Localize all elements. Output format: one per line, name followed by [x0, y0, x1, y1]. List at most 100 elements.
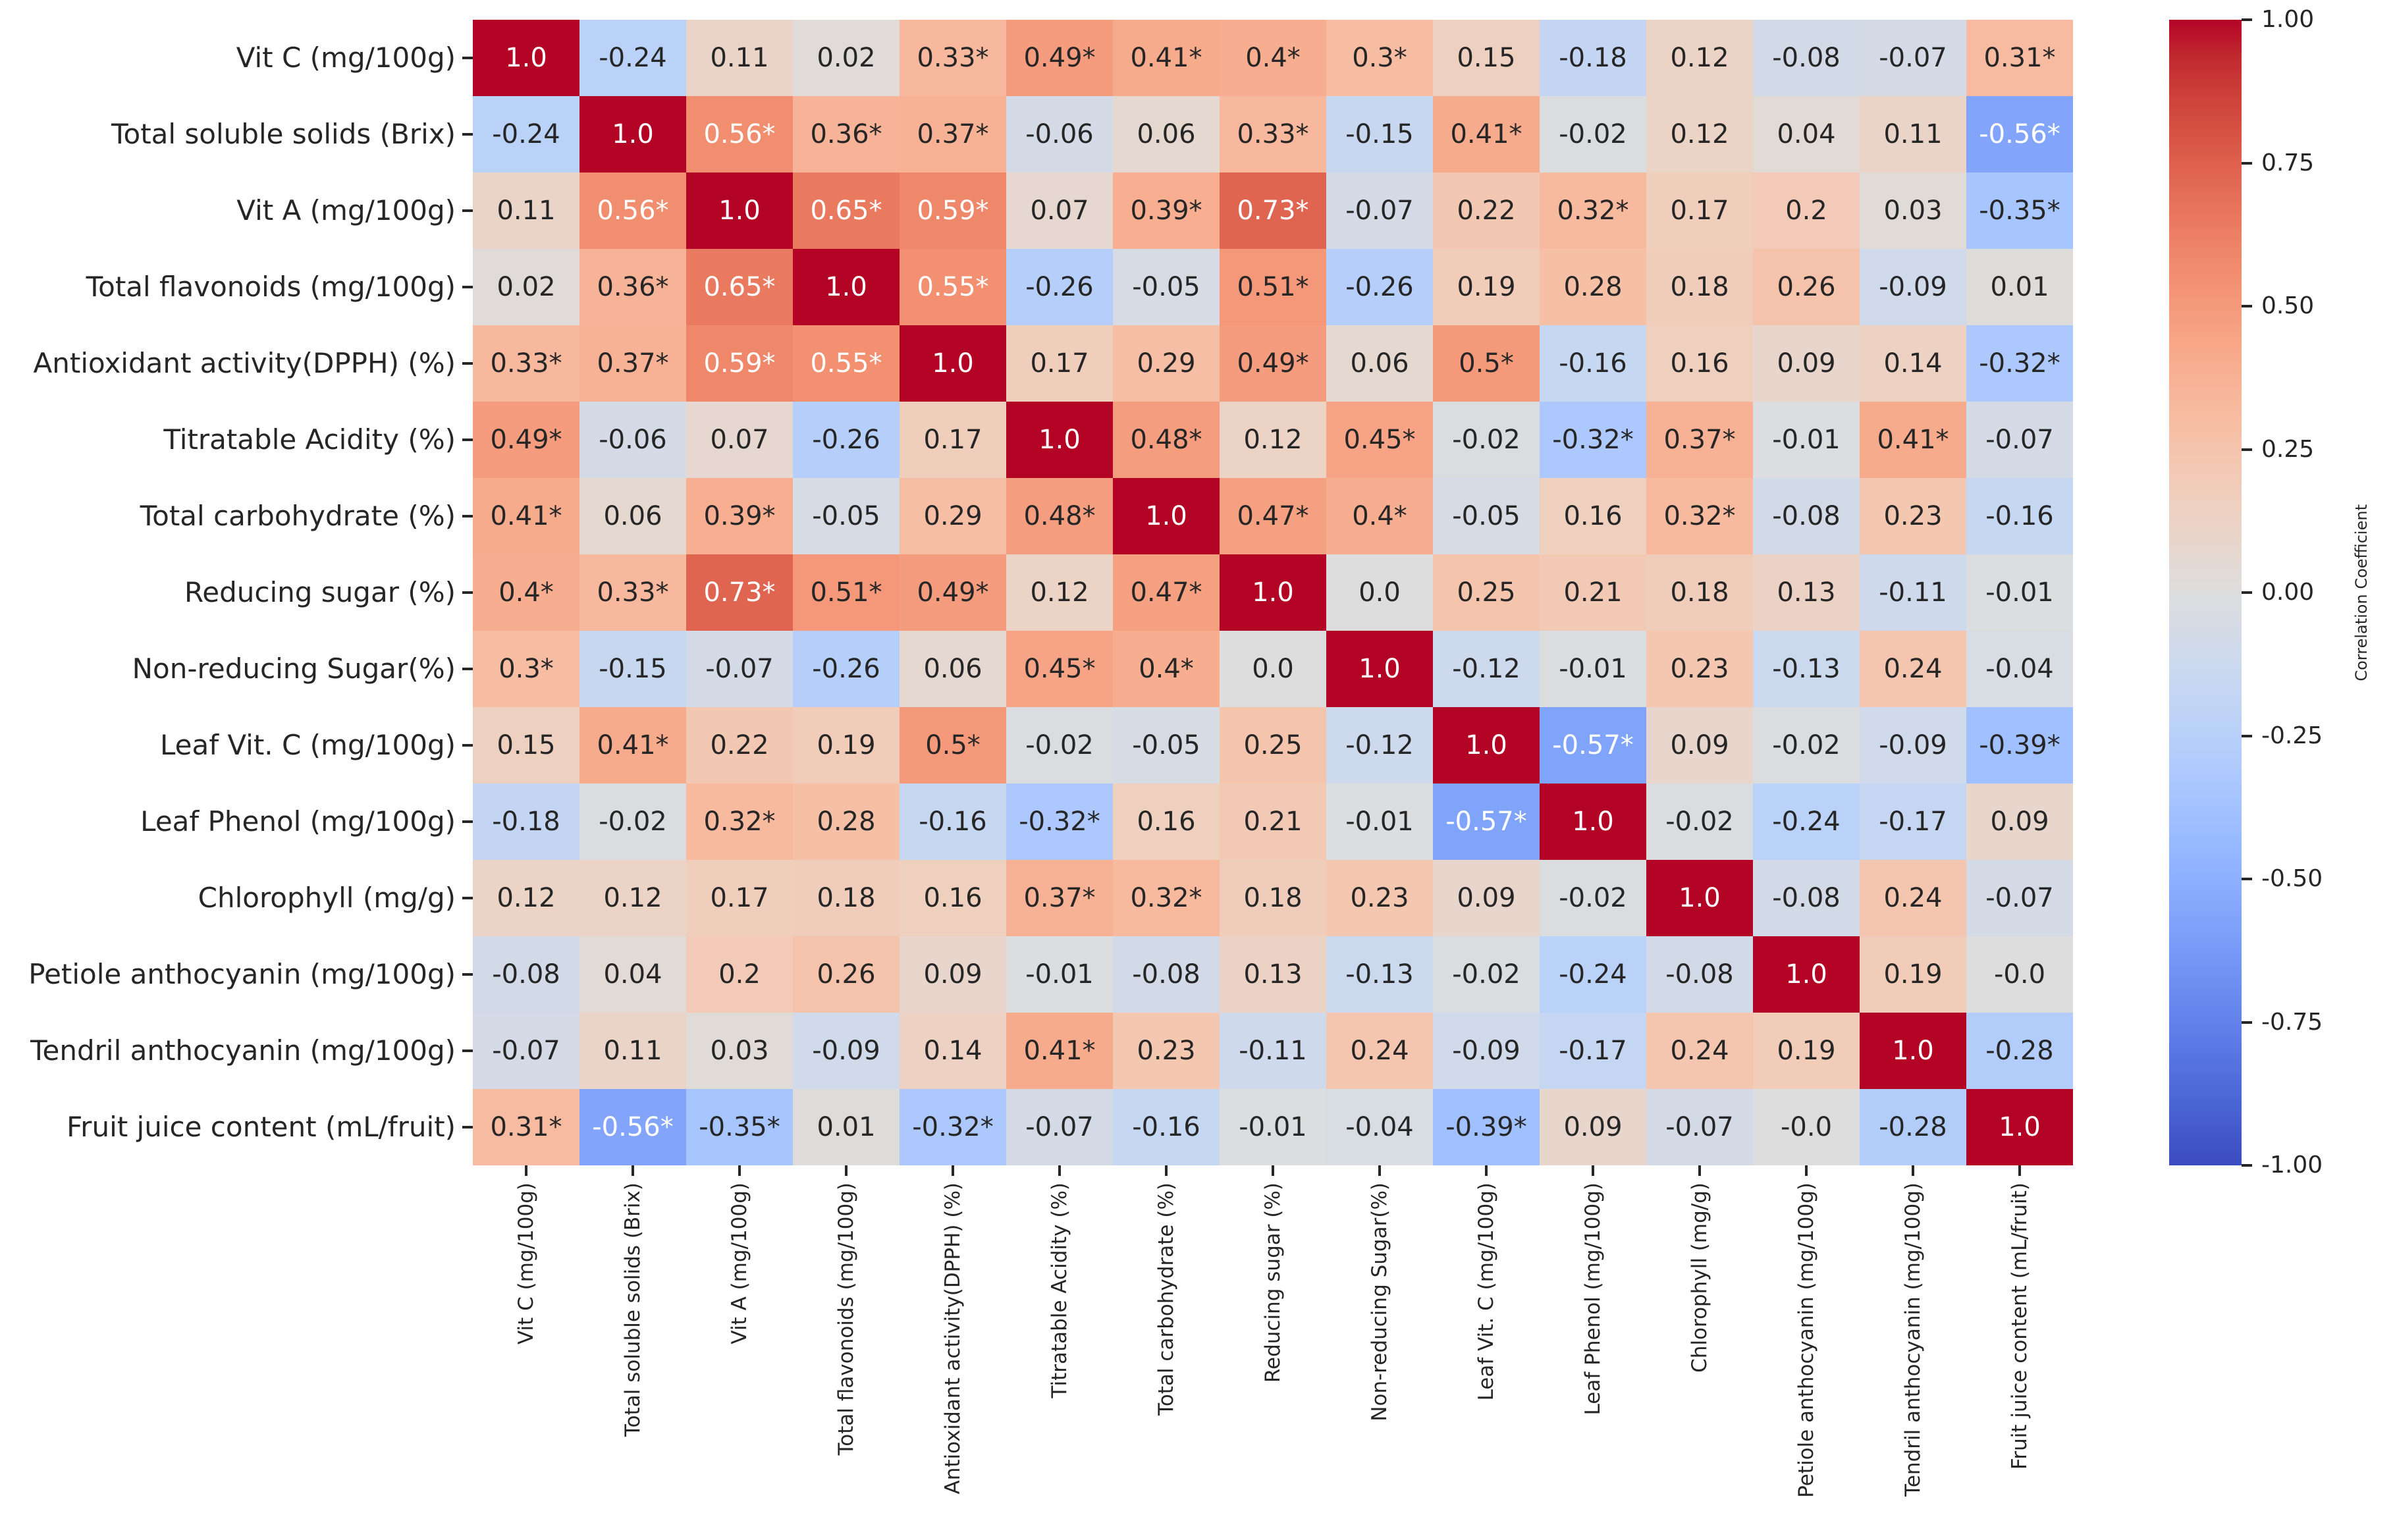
x-tick-mark	[1272, 1165, 1274, 1176]
x-tick-label: Total flavonoids (mg/100g)	[834, 1182, 858, 1456]
heatmap-cell: 0.51*	[793, 554, 900, 631]
heatmap-cell: 0.47*	[1113, 554, 1220, 631]
heatmap-cell: -0.02	[1433, 402, 1540, 478]
y-tick-label: Titratable Acidity (%)	[163, 423, 456, 456]
heatmap-cell: 0.19	[1860, 936, 1966, 1013]
y-tick-mark	[462, 744, 473, 747]
y-tick-label: Vit C (mg/100g)	[236, 41, 456, 74]
y-tick-label: Total soluble solids (Brix)	[111, 118, 456, 150]
heatmap-cell: -0.15	[1326, 96, 1433, 173]
y-tick-label: Reducing sugar (%)	[184, 576, 456, 608]
heatmap-cell: 0.3*	[473, 631, 579, 707]
heatmap-cell: 0.19	[793, 707, 900, 783]
heatmap-cell: 0.37*	[1646, 402, 1753, 478]
heatmap-cell: -0.04	[1966, 631, 2073, 707]
heatmap-cell: 1.0	[1326, 631, 1433, 707]
heatmap-cell: -0.05	[1433, 478, 1540, 554]
heatmap-cell: -0.08	[1113, 936, 1220, 1013]
x-tick-mark	[1378, 1165, 1381, 1176]
heatmap-cell: 1.0	[1113, 478, 1220, 554]
y-tick-mark	[462, 209, 473, 212]
x-tick-column: Non-reducing Sugar(%)	[1326, 1165, 1433, 1540]
x-tick-label: Fruit juice content (mL/fruit)	[2007, 1182, 2032, 1470]
heatmap-grid: 1.0 -0.24 0.11 0.02 0.33* 0.49* 0.41* 0.4* 0.3* 0…	[473, 20, 2073, 1165]
x-tick-mark	[1592, 1165, 1594, 1176]
heatmap-cell: 0.15	[473, 707, 579, 783]
heatmap-cell: -0.08	[1753, 860, 1860, 936]
x-tick-column: Petiole anthocyanin (mg/100g)	[1753, 1165, 1860, 1540]
y-tick-row: Total soluble solids (Brix)	[0, 96, 473, 173]
y-tick-row: Leaf Phenol (mg/100g)	[0, 783, 473, 860]
heatmap-cell: 0.41*	[1433, 96, 1540, 173]
y-tick-mark	[462, 438, 473, 441]
heatmap-cell: -0.0	[1966, 936, 2073, 1013]
heatmap-cell: 0.11	[686, 20, 793, 96]
heatmap-cell: 0.33*	[579, 554, 686, 631]
heatmap-cell: -0.01	[1753, 402, 1860, 478]
heatmap-cell: 0.39*	[1113, 173, 1220, 249]
x-tick-label: Leaf Phenol (mg/100g)	[1580, 1182, 1605, 1416]
x-tick-column: Total flavonoids (mg/100g)	[793, 1165, 900, 1540]
x-tick-mark	[1165, 1165, 1168, 1176]
heatmap-cell: 0.18	[1646, 554, 1753, 631]
heatmap-cell: -0.13	[1753, 631, 1860, 707]
heatmap-cell: -0.07	[1966, 402, 2073, 478]
heatmap-cell: -0.35*	[1966, 173, 2073, 249]
heatmap-cell: 0.11	[579, 1013, 686, 1089]
y-tick-mark	[462, 668, 473, 670]
heatmap-cell: 0.06	[1326, 325, 1433, 402]
heatmap-cell: 0.12	[1646, 20, 1753, 96]
x-tick-column: Titratable Acidity (%)	[1006, 1165, 1113, 1540]
y-tick-row: Total flavonoids (mg/100g)	[0, 249, 473, 325]
heatmap-cell: 0.12	[473, 860, 579, 936]
heatmap-cell: -0.32*	[900, 1089, 1006, 1165]
heatmap-cell: -0.16	[1540, 325, 1646, 402]
heatmap-cell: -0.16	[1966, 478, 2073, 554]
colorbar-tick-label: 0.75	[2261, 149, 2315, 176]
y-tick-mark	[462, 362, 473, 365]
heatmap-cell: 0.49*	[900, 554, 1006, 631]
heatmap-cell: 0.17	[1646, 173, 1753, 249]
x-tick-column: Chlorophyll (mg/g)	[1646, 1165, 1753, 1540]
x-tick-label: Non-reducing Sugar(%)	[1367, 1182, 1391, 1421]
heatmap-cell: -0.0	[1753, 1089, 1860, 1165]
x-tick-column: Vit A (mg/100g)	[686, 1165, 793, 1540]
heatmap-cell: 0.41*	[1860, 402, 1966, 478]
heatmap-cell: 0.32*	[1113, 860, 1220, 936]
colorbar-label-text: Correlation Coefficient	[2352, 504, 2371, 681]
heatmap-cell: 0.18	[793, 860, 900, 936]
heatmap-cell: -0.12	[1326, 707, 1433, 783]
y-tick-label: Chlorophyll (mg/g)	[198, 882, 456, 914]
heatmap-cell: 0.16	[900, 860, 1006, 936]
heatmap-cell: -0.32*	[1006, 783, 1113, 860]
x-tick-label: Leaf Vit. C (mg/100g)	[1474, 1182, 1498, 1401]
y-tick-mark	[462, 57, 473, 59]
heatmap-cell: -0.16	[900, 783, 1006, 860]
heatmap-cell: 0.41*	[579, 707, 686, 783]
heatmap-cell: 0.5*	[1433, 325, 1540, 402]
x-tick-label: Antioxidant activity(DPPH) (%)	[940, 1182, 965, 1495]
heatmap-cell: 0.33*	[900, 20, 1006, 96]
heatmap-cell: 0.73*	[1220, 173, 1326, 249]
heatmap-cell: 0.55*	[793, 325, 900, 402]
heatmap-cell: 0.13	[1753, 554, 1860, 631]
y-tick-row: Total carbohydrate (%)	[0, 478, 473, 554]
heatmap-cell: -0.09	[1433, 1013, 1540, 1089]
y-tick-mark	[462, 591, 473, 594]
heatmap-cell: 0.09	[1753, 325, 1860, 402]
heatmap-cell: -0.28	[1860, 1089, 1966, 1165]
y-tick-mark	[462, 897, 473, 899]
y-tick-label: Tendril anthocyanin (mg/100g)	[30, 1034, 456, 1067]
x-tick-label: Petiole anthocyanin (mg/100g)	[1794, 1182, 1818, 1498]
heatmap-cell: -0.08	[473, 936, 579, 1013]
heatmap-cell: 1.0	[579, 96, 686, 173]
heatmap-cell: 0.29	[1113, 325, 1220, 402]
heatmap-cell: -0.24	[1753, 783, 1860, 860]
y-tick-row: Antioxidant activity(DPPH) (%)	[0, 325, 473, 402]
heatmap-cell: 0.24	[1646, 1013, 1753, 1089]
heatmap-cell: -0.28	[1966, 1013, 2073, 1089]
heatmap-cell: 0.26	[1753, 249, 1860, 325]
colorbar-tick-label: -0.50	[2261, 865, 2323, 892]
heatmap-cell: 0.65*	[793, 173, 900, 249]
